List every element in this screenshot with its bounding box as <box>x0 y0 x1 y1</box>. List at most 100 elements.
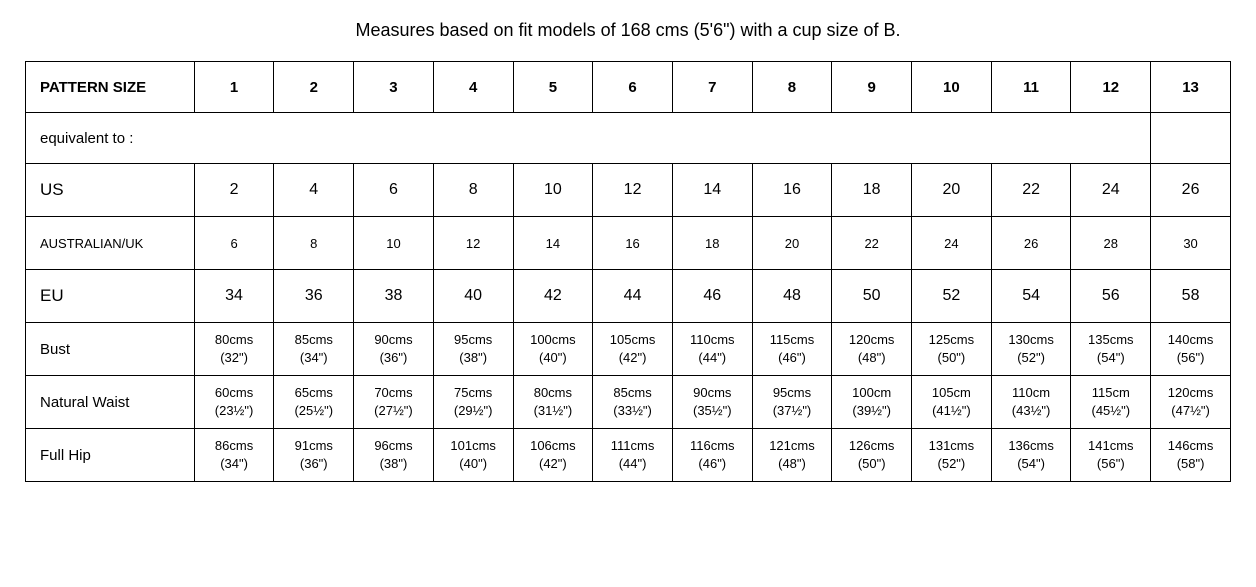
table-cell: 60cms(23½") <box>194 376 274 429</box>
table-cell: 121cms(48") <box>752 429 832 482</box>
size-chart-table: PATTERN SIZE12345678910111213equivalent … <box>25 61 1231 482</box>
table-cell: 130cms(52") <box>991 323 1071 376</box>
table-cell: 56 <box>1071 270 1151 323</box>
table-cell: 136cms(54") <box>991 429 1071 482</box>
header-size-5: 5 <box>513 62 593 113</box>
table-row: Bust80cms(32")85cms(34")90cms(36")95cms(… <box>26 323 1231 376</box>
caption: Measures based on fit models of 168 cms … <box>25 20 1231 41</box>
table-row: US2468101214161820222426 <box>26 164 1231 217</box>
table-cell: 90cms(35½") <box>672 376 752 429</box>
table-cell: 8 <box>433 164 513 217</box>
table-cell: 91cms(36") <box>274 429 354 482</box>
table-cell: 120cms(47½") <box>1151 376 1231 429</box>
table-cell: 48 <box>752 270 832 323</box>
table-cell: 105cm(41½") <box>912 376 992 429</box>
row-label: Bust <box>26 323 195 376</box>
table-cell: 2 <box>194 164 274 217</box>
table-cell: 80cms(32") <box>194 323 274 376</box>
table-cell: 18 <box>832 164 912 217</box>
header-size-4: 4 <box>433 62 513 113</box>
table-cell: 16 <box>752 164 832 217</box>
header-label: PATTERN SIZE <box>26 62 195 113</box>
table-cell: 141cms(56") <box>1071 429 1151 482</box>
table-cell: 100cm(39½") <box>832 376 912 429</box>
row-label: EU <box>26 270 195 323</box>
table-cell: 12 <box>593 164 673 217</box>
table-cell: 101cms(40") <box>433 429 513 482</box>
table-cell: 40 <box>433 270 513 323</box>
table-cell: 26 <box>1151 164 1231 217</box>
header-size-1: 1 <box>194 62 274 113</box>
header-size-6: 6 <box>593 62 673 113</box>
table-cell: 105cms(42") <box>593 323 673 376</box>
table-cell: 86cms(34") <box>194 429 274 482</box>
table-cell: 120cms(48") <box>832 323 912 376</box>
row-label: US <box>26 164 195 217</box>
header-size-12: 12 <box>1071 62 1151 113</box>
table-cell: 44 <box>593 270 673 323</box>
table-cell: 115cm(45½") <box>1071 376 1151 429</box>
table-row: EU34363840424446485052545658 <box>26 270 1231 323</box>
equivalent-empty-cell <box>1151 113 1231 164</box>
table-cell: 110cms(44") <box>672 323 752 376</box>
header-size-7: 7 <box>672 62 752 113</box>
table-cell: 34 <box>194 270 274 323</box>
table-cell: 10 <box>513 164 593 217</box>
table-cell: 58 <box>1151 270 1231 323</box>
table-cell: 28 <box>1071 217 1151 270</box>
table-cell: 24 <box>912 217 992 270</box>
table-cell: 111cms(44") <box>593 429 673 482</box>
table-cell: 80cms(31½") <box>513 376 593 429</box>
table-cell: 115cms(46") <box>752 323 832 376</box>
header-row: PATTERN SIZE12345678910111213 <box>26 62 1231 113</box>
table-row: AUSTRALIAN/UK681012141618202224262830 <box>26 217 1231 270</box>
header-size-9: 9 <box>832 62 912 113</box>
table-cell: 8 <box>274 217 354 270</box>
table-cell: 135cms(54") <box>1071 323 1151 376</box>
header-size-8: 8 <box>752 62 832 113</box>
table-cell: 6 <box>194 217 274 270</box>
table-cell: 110cm(43½") <box>991 376 1071 429</box>
table-cell: 65cms(25½") <box>274 376 354 429</box>
row-label: Full Hip <box>26 429 195 482</box>
table-cell: 24 <box>1071 164 1151 217</box>
table-cell: 22 <box>832 217 912 270</box>
table-cell: 85cms(34") <box>274 323 354 376</box>
table-cell: 36 <box>274 270 354 323</box>
header-size-10: 10 <box>912 62 992 113</box>
header-size-13: 13 <box>1151 62 1231 113</box>
table-cell: 50 <box>832 270 912 323</box>
table-cell: 140cms(56") <box>1151 323 1231 376</box>
table-cell: 106cms(42") <box>513 429 593 482</box>
table-cell: 100cms(40") <box>513 323 593 376</box>
table-cell: 146cms(58") <box>1151 429 1231 482</box>
table-cell: 54 <box>991 270 1071 323</box>
table-cell: 22 <box>991 164 1071 217</box>
table-cell: 10 <box>354 217 434 270</box>
row-label: AUSTRALIAN/UK <box>26 217 195 270</box>
table-cell: 116cms(46") <box>672 429 752 482</box>
table-cell: 6 <box>354 164 434 217</box>
table-cell: 95cms(37½") <box>752 376 832 429</box>
table-cell: 70cms(27½") <box>354 376 434 429</box>
table-cell: 52 <box>912 270 992 323</box>
table-cell: 14 <box>672 164 752 217</box>
table-cell: 90cms(36") <box>354 323 434 376</box>
table-cell: 4 <box>274 164 354 217</box>
header-size-3: 3 <box>354 62 434 113</box>
table-cell: 14 <box>513 217 593 270</box>
table-cell: 30 <box>1151 217 1231 270</box>
table-cell: 20 <box>752 217 832 270</box>
table-cell: 96cms(38") <box>354 429 434 482</box>
table-cell: 18 <box>672 217 752 270</box>
table-cell: 95cms(38") <box>433 323 513 376</box>
equivalent-row: equivalent to : <box>26 113 1231 164</box>
table-cell: 85cms(33½") <box>593 376 673 429</box>
equivalent-label: equivalent to : <box>26 113 1151 164</box>
table-cell: 26 <box>991 217 1071 270</box>
row-label: Natural Waist <box>26 376 195 429</box>
table-row: Full Hip86cms(34")91cms(36")96cms(38")10… <box>26 429 1231 482</box>
table-cell: 126cms(50") <box>832 429 912 482</box>
table-cell: 16 <box>593 217 673 270</box>
table-row: Natural Waist60cms(23½")65cms(25½")70cms… <box>26 376 1231 429</box>
